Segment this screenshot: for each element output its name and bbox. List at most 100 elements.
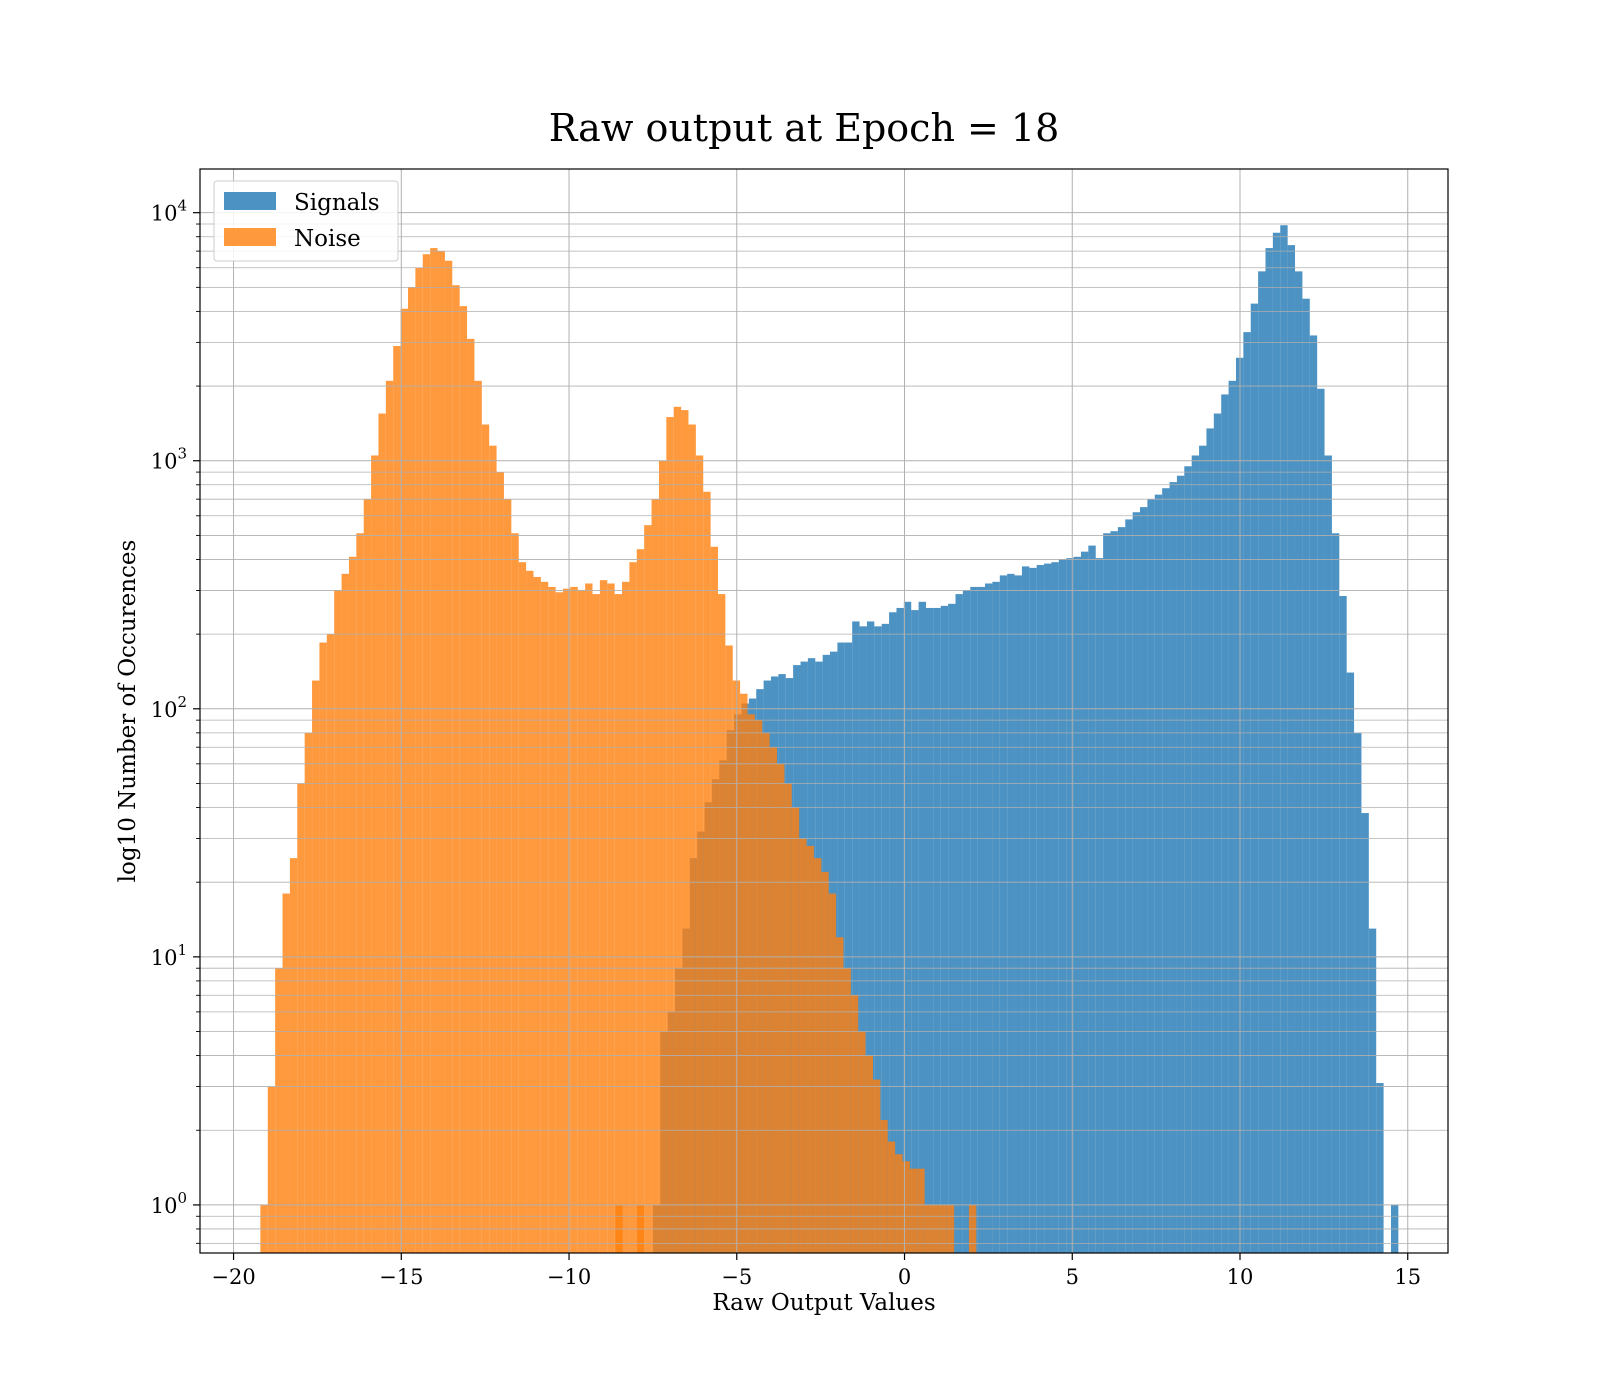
noise-bar: [275, 968, 283, 1253]
noise-bar: [555, 592, 563, 1253]
noise-bar: [754, 720, 763, 1253]
signals-bar: [1265, 248, 1273, 1253]
signals-bar: [970, 586, 978, 1253]
noise-bar: [393, 346, 401, 1254]
signals-bar: [977, 586, 986, 1253]
noise-bar: [909, 1168, 918, 1253]
noise-bar: [385, 380, 394, 1254]
signals-bar: [889, 612, 897, 1253]
y-tick-label: 100: [151, 1189, 187, 1218]
noise-bar: [622, 581, 630, 1253]
signals-bar: [1044, 563, 1052, 1253]
noise-bar: [725, 645, 733, 1253]
noise-bar: [459, 306, 468, 1253]
signals-bar: [985, 583, 993, 1253]
legend-label-signals: Signals: [294, 190, 380, 216]
signals-bar: [962, 590, 971, 1253]
noise-bar: [312, 680, 320, 1253]
noise-bar: [341, 573, 349, 1253]
signals-bar: [948, 603, 956, 1253]
noise-bar: [548, 586, 556, 1253]
noise-bar: [267, 1086, 276, 1253]
signals-bar: [1051, 562, 1059, 1253]
signals-bar: [1272, 232, 1281, 1254]
signals-bar: [1250, 303, 1259, 1253]
noise-bar: [917, 1168, 925, 1253]
noise-bar: [865, 1055, 873, 1253]
signals-bar: [940, 605, 949, 1253]
signals-bar: [1176, 475, 1185, 1253]
signals-bar: [859, 626, 867, 1253]
noise-bar: [607, 583, 615, 1253]
signals-bar: [844, 642, 853, 1253]
noise-bar: [348, 556, 357, 1253]
signals-bar: [925, 607, 934, 1253]
noise-bar: [408, 287, 416, 1253]
noise-bar: [319, 642, 327, 1253]
x-tick-label: −20: [211, 1265, 255, 1289]
noise-bar: [326, 634, 335, 1253]
noise-bar: [474, 380, 482, 1254]
x-tick-label: 15: [1394, 1265, 1421, 1289]
y-axis-ticks: 100 101 102 103 104: [151, 197, 200, 1244]
x-tick-label: 5: [1066, 1265, 1079, 1289]
signals-bar: [918, 601, 926, 1253]
signals-bar: [1095, 558, 1104, 1253]
signals-bar: [896, 607, 904, 1253]
noise-bar: [614, 594, 623, 1253]
y-tick-label: 101: [151, 941, 187, 970]
legend: Signals Noise: [213, 180, 399, 262]
noise-bar: [806, 845, 814, 1253]
noise-bar: [872, 1079, 881, 1253]
signals-bar: [955, 594, 963, 1253]
noise-bar: [791, 807, 800, 1253]
signals-bar: [1324, 455, 1332, 1253]
noise-bar: [489, 445, 497, 1253]
noise-bar: [710, 546, 718, 1253]
signals-bar: [1117, 527, 1126, 1253]
signals-bar: [1309, 335, 1318, 1253]
noise-bar: [592, 594, 600, 1253]
legend-swatch-signals: [224, 192, 276, 210]
grid-lines: [200, 169, 1448, 1253]
noise-bar: [334, 590, 342, 1253]
noise-bar: [658, 460, 667, 1253]
noise-bar: [533, 576, 541, 1253]
noise-bar: [304, 732, 313, 1253]
noise-bar: [629, 562, 637, 1253]
signals-bar: [1199, 445, 1207, 1253]
noise-bar: [777, 763, 785, 1253]
signals-bar: [1361, 813, 1369, 1253]
signals-bar: [1368, 928, 1377, 1253]
noise-bar: [297, 783, 305, 1253]
signals-bar: [1376, 1083, 1384, 1253]
noise-bar: [585, 583, 593, 1253]
signals-bar: [874, 626, 882, 1253]
signals-bar: [1346, 672, 1355, 1253]
noise-bar: [880, 1119, 888, 1253]
signals-bar: [866, 621, 875, 1253]
noise-bar: [740, 693, 748, 1253]
noise-bar: [400, 308, 408, 1253]
signals-bar: [1110, 531, 1118, 1253]
y-tick-label: 103: [151, 445, 187, 474]
noise-bar: [651, 499, 659, 1253]
signals-bar: [1339, 595, 1347, 1253]
noise-bar: [540, 581, 549, 1253]
signals-bar: [903, 601, 912, 1253]
signals-bar: [1021, 566, 1030, 1253]
noise-bar: [769, 747, 778, 1253]
y-tick-label: 104: [151, 197, 187, 226]
noise-bar: [577, 590, 586, 1253]
noise-bar: [902, 1161, 910, 1253]
noise-bar: [799, 838, 807, 1253]
noise-bar: [503, 499, 512, 1253]
noise-bar: [828, 893, 837, 1253]
noise-bar: [422, 254, 431, 1254]
noise-bar: [636, 549, 645, 1253]
x-axis-ticks: −20 −15 −10 −5 0 5 10 15: [211, 1253, 1421, 1289]
x-tick-label: −10: [547, 1265, 591, 1289]
noise-bar: [356, 533, 364, 1253]
x-tick-label: 10: [1227, 1265, 1254, 1289]
